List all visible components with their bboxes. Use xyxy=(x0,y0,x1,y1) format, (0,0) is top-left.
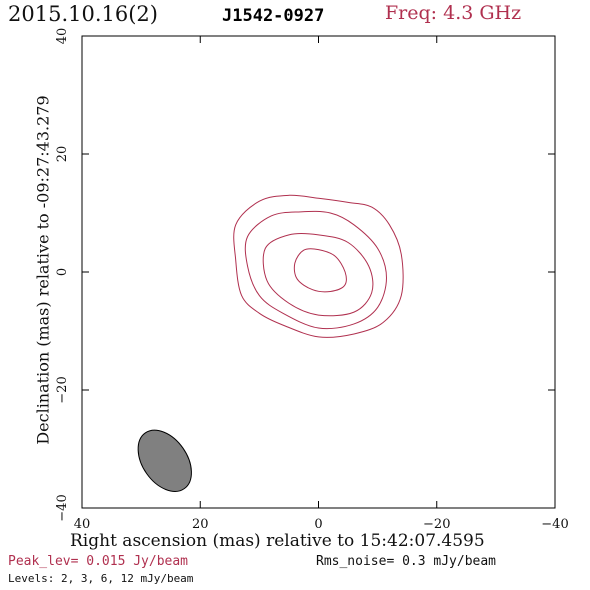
y-tick-label: 20 xyxy=(55,146,70,163)
contour-level-6 xyxy=(262,232,374,317)
contour-level-12 xyxy=(293,248,347,293)
beam-ellipse-group xyxy=(137,429,192,492)
y-tick-label: −40 xyxy=(55,494,70,521)
frequency-label: Freq: 4.3 GHz xyxy=(385,2,522,24)
x-tick-label: 0 xyxy=(314,517,322,532)
y-tick-label: −20 xyxy=(55,376,70,403)
axis-tick-labels: 40 20 0 −20 −40 −40 −20 0 20 40 xyxy=(55,28,569,532)
beam-ellipse xyxy=(137,429,192,492)
rms-noise: Rms_noise= 0.3 mJy/beam xyxy=(316,554,497,569)
contour-level-3 xyxy=(244,210,387,330)
axis-ticks xyxy=(81,35,556,509)
source-name: J1542-0927 xyxy=(222,6,325,26)
x-tick-label: 40 xyxy=(74,517,91,532)
y-tick-label: 0 xyxy=(55,268,70,276)
x-tick-label: 20 xyxy=(192,517,209,532)
x-tick-label: −40 xyxy=(541,517,568,532)
contour-lines xyxy=(233,194,404,338)
y-tick-label: 40 xyxy=(55,28,70,45)
x-axis-label: Right ascension (mas) relative to 15:42:… xyxy=(70,531,485,551)
y-axis-label: Declination (mas) relative to -09:27:43.… xyxy=(33,95,53,445)
observation-date: 2015.10.16(2) xyxy=(8,2,158,26)
peak-level: Peak_lev= 0.015 Jy/beam xyxy=(8,554,189,569)
contour-levels: Levels: 2, 3, 6, 12 mJy/beam xyxy=(8,572,194,585)
x-tick-label: −20 xyxy=(423,517,450,532)
contour-level-2 xyxy=(233,194,404,338)
